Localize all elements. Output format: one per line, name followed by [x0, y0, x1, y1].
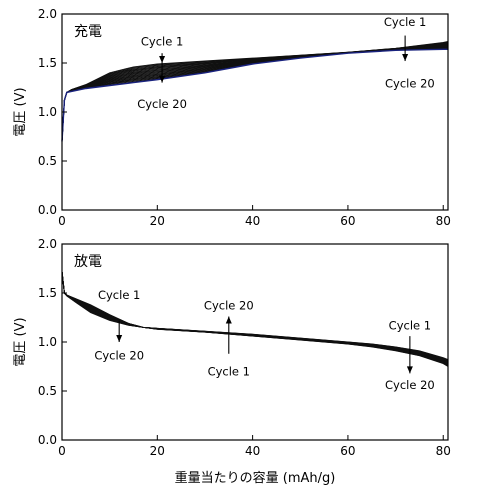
discharge-panel: 0 20 40 60 80 0.0 0.5 1.0 1.5 2.0 電圧 (V) 放電 Cycle 1 C… — [13, 237, 451, 458]
x-tick-label: 80 — [436, 214, 451, 228]
cycle-curves — [61, 40, 449, 142]
charge-panel: 0 20 40 60 80 0.0 0.5 1.0 1.5 2.0 電圧 (V) 充電 Cycle 1 C… — [13, 7, 451, 228]
y-tick-label: 2.0 — [38, 237, 57, 251]
cycle-annotation: Cycle 20 — [137, 97, 187, 111]
panel-label: 充電 — [74, 24, 102, 40]
annotation-arrow-head — [116, 335, 123, 342]
x-tick-label: 60 — [340, 444, 355, 458]
cycle-annotation: Cycle 20 — [385, 378, 435, 392]
y-tick-label: 0.0 — [38, 203, 57, 217]
cycle-annotation: Cycle 20 — [94, 349, 144, 363]
cycle-3-curve — [61, 41, 449, 142]
cycle-annotation: Cycle 1 — [98, 288, 140, 302]
y-tick-label: 2.0 — [38, 7, 57, 21]
x-tick-label: 80 — [436, 444, 451, 458]
y-tick-label: 0.0 — [38, 433, 57, 447]
annotation-arrow-head — [406, 366, 413, 374]
x-tick-label: 20 — [150, 214, 165, 228]
cycle-annotation: Cycle 20 — [204, 299, 254, 313]
annotation-arrow-head — [159, 75, 166, 83]
annotation-arrow-head — [225, 316, 232, 324]
y-tick-label: 1.5 — [38, 56, 57, 70]
x-axis-title: 重量当たりの容量 (mAh/g) — [175, 470, 336, 486]
y-axis-title: 電圧 (V) — [13, 87, 28, 136]
x-tick-label: 0 — [58, 444, 66, 458]
cycle-18-curve — [61, 271, 449, 361]
x-tick-label: 40 — [245, 444, 260, 458]
y-tick-label: 1.0 — [38, 105, 57, 119]
x-tick-label: 40 — [245, 214, 260, 228]
cycle-annotation: Cycle 1 — [384, 15, 426, 29]
cycle-annotation: Cycle 20 — [385, 77, 435, 91]
panel-label: 放電 — [74, 254, 102, 270]
cycle-20-curve — [61, 48, 448, 142]
cycle-19-curve — [61, 271, 449, 361]
y-tick-label: 1.5 — [38, 286, 57, 300]
x-tick-label: 0 — [58, 214, 66, 228]
y-tick-label: 0.5 — [38, 384, 57, 398]
annotation-arrow-head — [159, 56, 166, 63]
x-tick-label: 20 — [150, 444, 165, 458]
y-tick-label: 1.0 — [38, 335, 57, 349]
cycle-annotation: Cycle 1 — [141, 34, 183, 48]
cycle-curves — [61, 271, 449, 367]
cycle-2-curve — [61, 41, 449, 142]
cycle-annotation: Cycle 1 — [389, 318, 431, 332]
x-tick-label: 60 — [340, 214, 355, 228]
cycle-1-curve — [61, 40, 449, 142]
cycle-annotation: Cycle 1 — [208, 364, 250, 378]
plot-frame — [61, 243, 449, 441]
y-tick-label: 0.5 — [38, 154, 57, 168]
y-axis-title: 電圧 (V) — [13, 317, 28, 366]
annotation-arrow-head — [402, 54, 409, 62]
cycle-20-curve — [61, 271, 449, 361]
plot-frame — [61, 13, 449, 211]
